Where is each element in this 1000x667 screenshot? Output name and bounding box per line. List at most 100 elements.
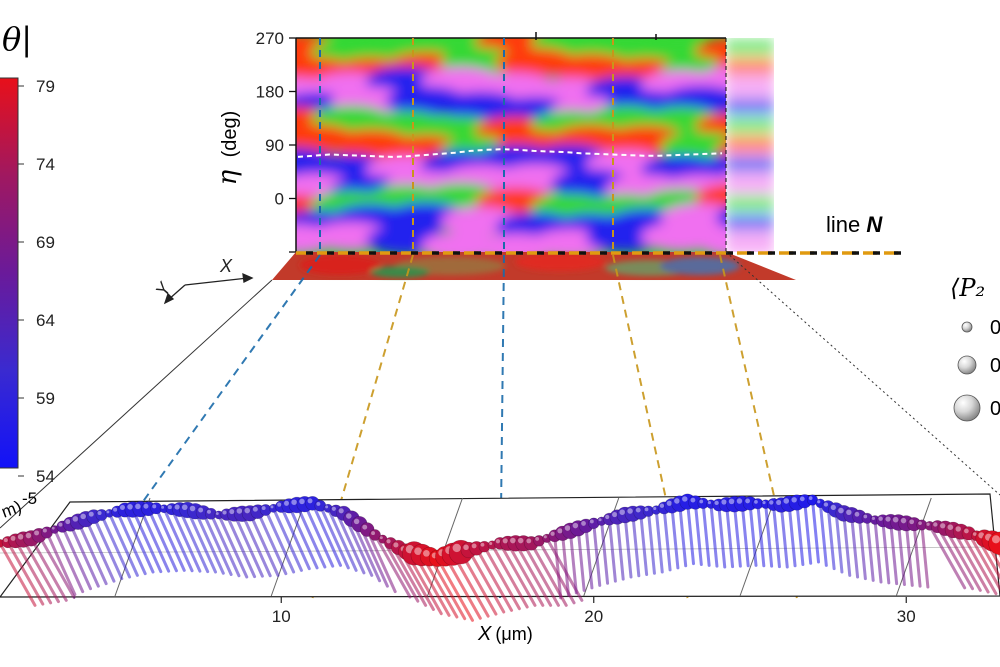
orientation-stick <box>154 506 186 572</box>
orientation-stick <box>490 543 529 609</box>
orientation-stick <box>576 526 586 592</box>
orientation-stick <box>693 501 703 566</box>
ball-highlight <box>25 532 32 539</box>
ball-highlight <box>198 507 204 513</box>
side-band <box>726 174 774 196</box>
ball-highlight <box>222 510 227 515</box>
orientation-stick <box>678 502 688 568</box>
orientation-stick <box>232 512 264 578</box>
ball-highlight <box>502 538 508 544</box>
orientation-stick <box>834 508 844 574</box>
orientation-stick <box>936 525 974 591</box>
legend-label-1: 0 <box>990 317 1000 339</box>
ball-highlight <box>316 501 321 506</box>
ball-highlight <box>252 506 258 512</box>
orientation-stick <box>670 504 680 570</box>
colorbar-ticks: 79 74 69 64 59 54 <box>18 77 55 486</box>
orientation-stick <box>84 517 116 583</box>
orientation-stick <box>787 502 797 568</box>
ball-highlight <box>152 504 157 509</box>
ball-highlight <box>283 500 290 506</box>
orientation-stick <box>826 505 836 571</box>
ball-highlight <box>745 498 750 504</box>
ball-highlight <box>414 547 422 555</box>
orientation-stick <box>436 556 474 622</box>
side-band <box>726 115 774 138</box>
heatmap-y-ticks: 270 180 90 0 <box>256 29 296 253</box>
orientation-stick <box>889 520 899 586</box>
ball-highlight <box>644 507 649 512</box>
z-axis-label-fragment: m) <box>0 497 24 522</box>
y-tick-label: 270 <box>256 29 284 48</box>
orientation-stick <box>912 522 922 588</box>
ball-highlight <box>42 528 47 533</box>
orientation-stick <box>725 503 735 569</box>
ball-highlight <box>346 513 352 519</box>
ball-highlight <box>581 521 586 526</box>
orientation-stick <box>615 515 625 581</box>
orientation-stick <box>271 506 303 572</box>
grid-line <box>895 497 932 597</box>
orientation-stick <box>295 503 327 569</box>
ball-highlight <box>393 542 399 548</box>
projection-guide-line <box>719 254 798 599</box>
orientation-stick <box>873 518 883 584</box>
orientation-stick <box>818 501 828 567</box>
orientation-stick <box>14 539 53 605</box>
ball-highlight <box>900 517 907 524</box>
z-axis-tick: -5 <box>22 489 37 508</box>
ball-highlight <box>510 537 516 544</box>
ball-highlight <box>51 526 55 530</box>
orientation-stick <box>217 513 249 579</box>
orientation-stick <box>709 502 719 568</box>
orientation-stick <box>100 513 132 579</box>
ball-highlight <box>119 504 126 510</box>
ball-highlight <box>3 538 8 543</box>
orientation-stick <box>896 521 906 586</box>
orientation-stick <box>803 499 813 565</box>
orientation-stick <box>756 502 766 568</box>
ball-highlight <box>299 498 305 505</box>
orientation-stick <box>842 511 852 577</box>
orientation-stick <box>662 506 672 572</box>
ball-highlight <box>386 539 391 544</box>
side-band <box>726 135 774 157</box>
ball-highlight <box>947 524 954 530</box>
ball-highlight <box>72 516 79 522</box>
heatmap-side-projection <box>726 38 774 252</box>
orientation-stick <box>521 541 560 607</box>
orientation-stick <box>37 533 76 599</box>
y-tick-label: 0 <box>275 190 284 209</box>
orientation-stick <box>29 536 68 602</box>
ball-highlight <box>863 514 868 519</box>
ball-highlight <box>605 514 610 520</box>
ball-highlight <box>307 498 313 504</box>
orientation-stick <box>701 501 711 567</box>
ball-highlight <box>666 500 672 506</box>
ball-highlight <box>854 511 860 517</box>
ball-highlight <box>65 519 71 525</box>
orientation-stick <box>951 528 990 594</box>
ball-highlight <box>783 498 790 504</box>
colorbar-tick-label: 74 <box>36 155 55 174</box>
orientation-stick <box>264 508 296 574</box>
ball-highlight <box>362 524 368 530</box>
ball-highlight <box>690 497 696 503</box>
ball-highlight <box>635 507 641 513</box>
y-tick-label: 90 <box>265 136 284 155</box>
x-axis-label: X (μm) <box>477 623 533 645</box>
side-band <box>726 213 774 235</box>
ball-highlight <box>371 531 375 535</box>
ball-highlight <box>721 499 727 505</box>
colorbar-tick-label: 64 <box>36 311 55 330</box>
legend-ball-medium <box>957 355 977 375</box>
ball-highlight <box>823 502 829 507</box>
orientation-stick <box>748 501 758 567</box>
ball-highlight <box>135 503 141 510</box>
ball-highlight <box>181 504 188 510</box>
legend-label-2: 0 <box>990 355 1000 377</box>
ball-plot: 10 20 30 X (μm) m) -5 <box>0 489 1000 645</box>
ball-highlight <box>495 539 500 544</box>
ball-highlight <box>244 507 250 514</box>
x-axis-ticks: 10 20 30 <box>272 597 916 626</box>
